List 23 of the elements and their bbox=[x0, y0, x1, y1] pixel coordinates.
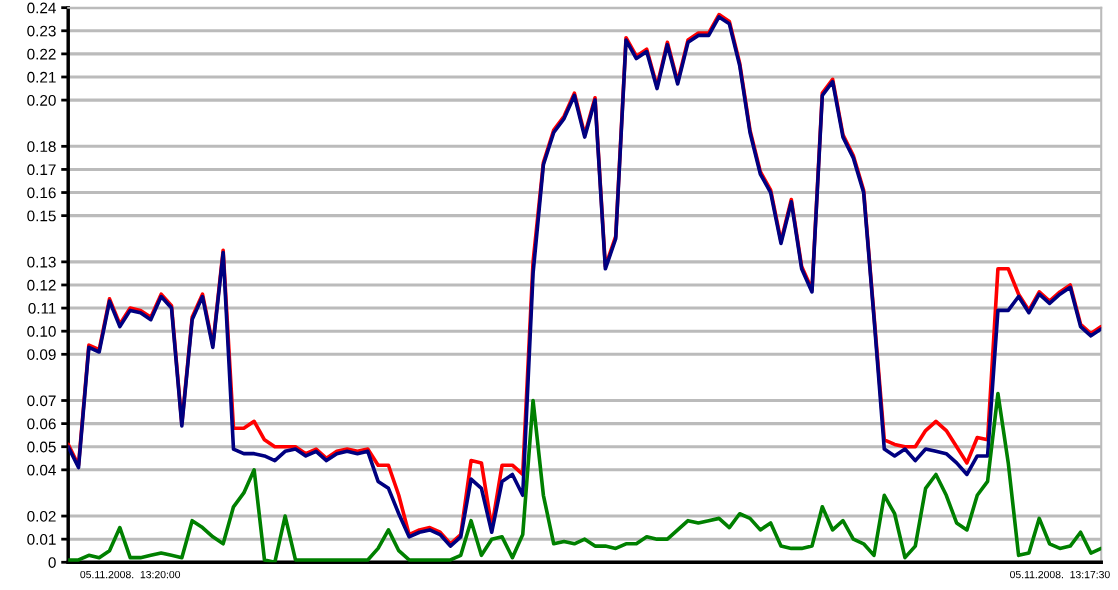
y-tick-label: 0.23 bbox=[27, 25, 56, 37]
y-tick-label: 0.07 bbox=[27, 395, 56, 407]
y-tick-label: 0.02 bbox=[27, 510, 56, 522]
y-tick-label: 0.10 bbox=[27, 326, 56, 337]
y-tick-label: 0.01 bbox=[27, 534, 56, 545]
y-tick-label: 0.22 bbox=[27, 48, 56, 60]
y-tick-label: 0.16 bbox=[27, 187, 56, 199]
y-tick-label: 0.15 bbox=[27, 210, 56, 222]
y-tick-label: 0.09 bbox=[27, 349, 56, 360]
y-tick-label: 0.13 bbox=[27, 256, 56, 268]
y-tick-label: 0.11 bbox=[28, 302, 56, 314]
y-tick-label: 0.17 bbox=[27, 164, 56, 176]
y-tick-label: 0.06 bbox=[27, 418, 56, 430]
y-tick-label: 0.18 bbox=[27, 141, 56, 153]
y-tick-label: 0.24 bbox=[27, 2, 56, 14]
y-tick-label: 0.12 bbox=[27, 279, 56, 291]
x-tick-label: 05.11.2008. 13:17:30 bbox=[1010, 570, 1110, 579]
y-tick-label: 0.20 bbox=[27, 94, 56, 106]
y-tick-label: 0 bbox=[48, 557, 56, 568]
x-tick-label: 05.11.2008. 13:20:00 bbox=[80, 570, 181, 579]
y-tick-label: 0.21 bbox=[27, 71, 56, 83]
y-tick-label: 0.04 bbox=[27, 464, 56, 476]
y-tick-label: 0.05 bbox=[27, 441, 56, 453]
